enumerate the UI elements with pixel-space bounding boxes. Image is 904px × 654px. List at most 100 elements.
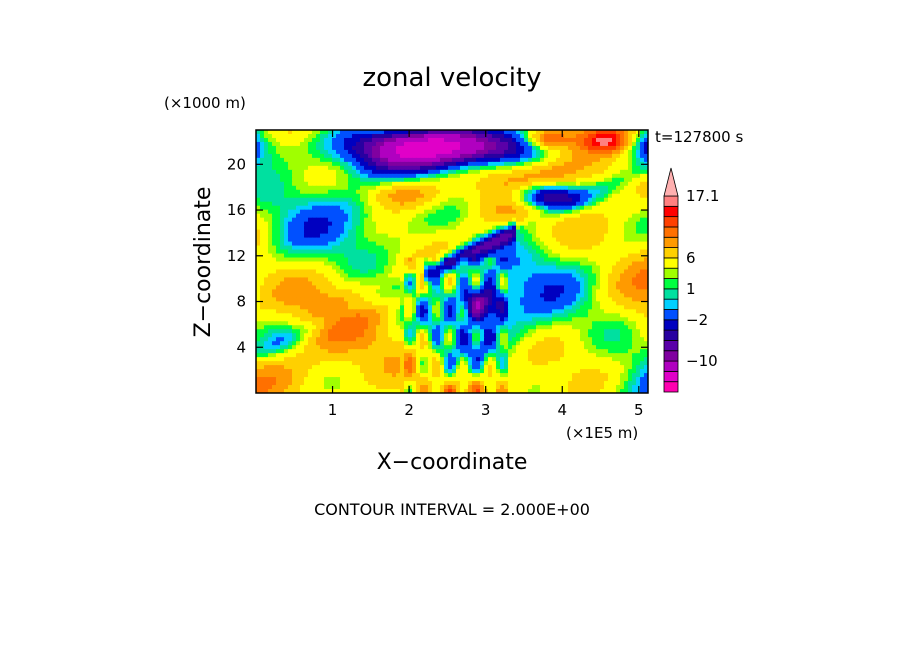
field-cell xyxy=(568,177,573,183)
field-cell xyxy=(412,225,417,231)
field-cell xyxy=(360,281,365,286)
field-cell xyxy=(360,185,365,191)
field-cell xyxy=(552,153,557,159)
field-cell xyxy=(592,297,597,302)
field-cell xyxy=(508,181,513,187)
field-cell xyxy=(508,257,513,263)
field-cell xyxy=(492,309,497,314)
field-cell xyxy=(272,197,277,203)
field-cell xyxy=(368,281,373,286)
field-cell xyxy=(364,225,369,231)
field-cell xyxy=(552,201,557,207)
field-cell xyxy=(452,245,457,251)
field-cell xyxy=(424,165,429,171)
field-cell xyxy=(336,325,341,330)
field-cell xyxy=(568,173,573,179)
field-cell xyxy=(324,265,329,271)
field-cell xyxy=(356,169,361,175)
field-cell xyxy=(444,297,449,302)
field-cell xyxy=(488,321,493,326)
field-cell xyxy=(548,317,553,322)
field-cell xyxy=(468,169,473,175)
field-cell xyxy=(496,289,501,294)
field-cell xyxy=(568,321,573,326)
field-cell xyxy=(452,269,457,275)
field-cell xyxy=(612,297,617,302)
field-cell xyxy=(348,285,353,290)
field-cell xyxy=(464,173,469,179)
field-cell xyxy=(340,201,345,207)
field-cell xyxy=(640,237,645,243)
field-cell xyxy=(508,325,513,330)
field-cell xyxy=(544,181,549,187)
field-cell xyxy=(548,277,553,283)
field-cell xyxy=(368,293,373,298)
field-cell xyxy=(284,189,289,195)
field-cell xyxy=(448,229,453,235)
field-cell xyxy=(360,233,365,239)
field-cell xyxy=(492,161,497,167)
field-cell xyxy=(388,181,393,187)
field-cell xyxy=(620,305,625,310)
field-cell xyxy=(472,165,477,171)
field-cell xyxy=(484,289,489,294)
field-cell xyxy=(520,133,525,139)
field-cell xyxy=(552,257,557,263)
field-cell xyxy=(300,177,305,183)
field-cell xyxy=(340,237,345,243)
field-cell xyxy=(336,161,341,167)
field-cell xyxy=(272,153,277,159)
field-cell xyxy=(504,141,509,147)
field-cell xyxy=(392,237,397,243)
field-cell xyxy=(548,173,553,179)
field-cell xyxy=(372,233,377,239)
field-cell xyxy=(488,145,493,151)
field-cell xyxy=(472,137,477,143)
field-cell xyxy=(372,269,377,275)
field-cell xyxy=(552,181,557,187)
field-cell xyxy=(348,197,353,203)
field-cell xyxy=(416,249,421,255)
field-cell xyxy=(312,213,317,219)
field-cell xyxy=(488,177,493,183)
field-cell xyxy=(400,161,405,167)
field-cell xyxy=(600,133,605,139)
field-cell xyxy=(344,157,349,163)
field-cell xyxy=(312,309,317,314)
field-cell xyxy=(520,193,525,199)
field-cell xyxy=(596,221,601,227)
field-cell xyxy=(340,233,345,239)
field-cell xyxy=(356,281,361,286)
field-cell xyxy=(500,269,505,275)
field-cell xyxy=(424,185,429,191)
field-cell xyxy=(584,309,589,314)
field-cell xyxy=(460,277,465,283)
field-cell xyxy=(284,205,289,211)
field-cell xyxy=(620,301,625,306)
field-cell xyxy=(360,130,365,135)
field-cell xyxy=(332,185,337,191)
field-cell xyxy=(424,217,429,223)
field-cell xyxy=(492,169,497,175)
field-cell xyxy=(404,277,409,283)
field-cell xyxy=(332,317,337,322)
field-cell xyxy=(304,293,309,298)
field-cell xyxy=(400,133,405,139)
field-cell xyxy=(644,317,648,322)
field-cell xyxy=(408,177,413,183)
field-cell xyxy=(448,269,453,275)
field-cell xyxy=(536,293,541,298)
field-cell xyxy=(256,245,261,251)
field-cell xyxy=(508,309,513,314)
field-cell xyxy=(260,329,265,334)
field-cell xyxy=(388,173,393,179)
field-cell xyxy=(544,217,549,223)
field-cell xyxy=(444,201,449,207)
field-cell xyxy=(448,193,453,199)
field-cell xyxy=(356,329,361,334)
field-cell xyxy=(384,161,389,167)
field-cell xyxy=(364,130,369,135)
field-cell xyxy=(624,305,629,310)
field-cell xyxy=(476,205,481,211)
field-cell xyxy=(344,177,349,183)
